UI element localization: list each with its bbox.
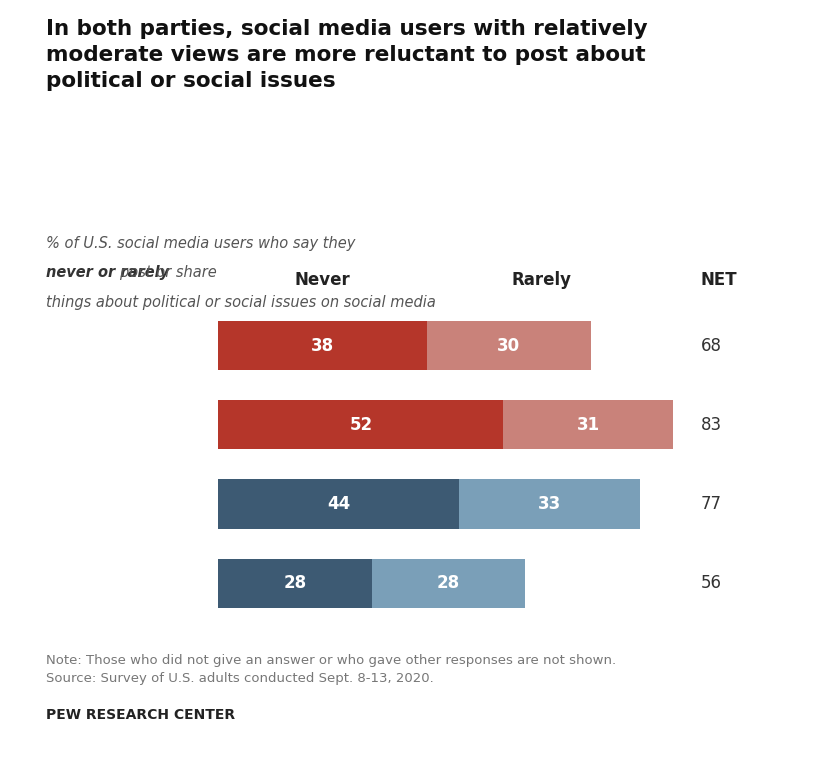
Text: 56: 56	[701, 574, 722, 592]
Text: 44: 44	[328, 495, 350, 513]
Bar	[459, 479, 640, 529]
Text: 33: 33	[538, 495, 561, 513]
Text: % of U.S. social media users who say they: % of U.S. social media users who say the…	[46, 236, 360, 251]
Text: 28: 28	[437, 574, 460, 592]
Text: 77: 77	[701, 495, 722, 513]
Text: 38: 38	[311, 337, 334, 354]
Text: post or share: post or share	[46, 265, 217, 280]
Text: 83: 83	[701, 416, 722, 433]
Text: NET: NET	[701, 271, 738, 289]
Text: 68: 68	[701, 337, 722, 354]
Bar	[218, 479, 459, 529]
Text: 52: 52	[349, 416, 372, 433]
Text: 31: 31	[576, 416, 600, 433]
Text: never or rarely: never or rarely	[46, 265, 170, 280]
Bar	[218, 400, 503, 450]
Text: 28: 28	[284, 574, 307, 592]
Bar	[218, 559, 372, 608]
Text: PEW RESEARCH CENTER: PEW RESEARCH CENTER	[46, 708, 235, 722]
Bar	[427, 321, 591, 370]
Text: In both parties, social media users with relatively
moderate views are more relu: In both parties, social media users with…	[46, 19, 648, 91]
Bar	[372, 559, 525, 608]
Bar	[218, 321, 427, 370]
Text: Rarely: Rarely	[512, 271, 571, 289]
Text: 30: 30	[497, 337, 520, 354]
Bar	[503, 400, 673, 450]
Text: Never: Never	[295, 271, 350, 289]
Text: things about political or social issues on social media: things about political or social issues …	[46, 295, 436, 310]
Text: Note: Those who did not give an answer or who gave other responses are not shown: Note: Those who did not give an answer o…	[46, 654, 617, 685]
